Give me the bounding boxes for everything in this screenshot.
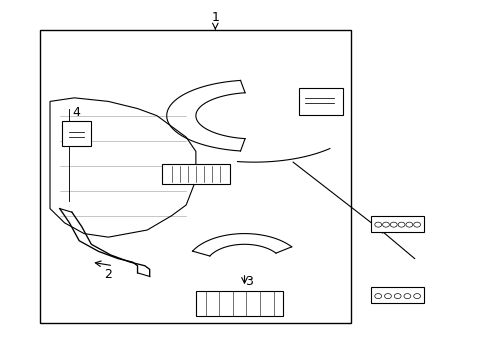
FancyBboxPatch shape (62, 121, 91, 146)
Text: 1: 1 (211, 11, 219, 24)
Text: 3: 3 (245, 275, 253, 288)
FancyBboxPatch shape (298, 88, 343, 115)
Bar (196, 291, 283, 316)
Bar (40, 30, 351, 323)
Text: 8: 8 (381, 220, 389, 233)
Text: 7: 7 (381, 291, 389, 305)
Bar (370, 216, 424, 232)
Text: 2: 2 (104, 268, 112, 281)
Text: 6: 6 (318, 95, 325, 108)
Bar (162, 164, 229, 184)
Text: 4: 4 (73, 105, 81, 119)
Text: 5: 5 (184, 174, 192, 186)
Bar (370, 287, 424, 303)
